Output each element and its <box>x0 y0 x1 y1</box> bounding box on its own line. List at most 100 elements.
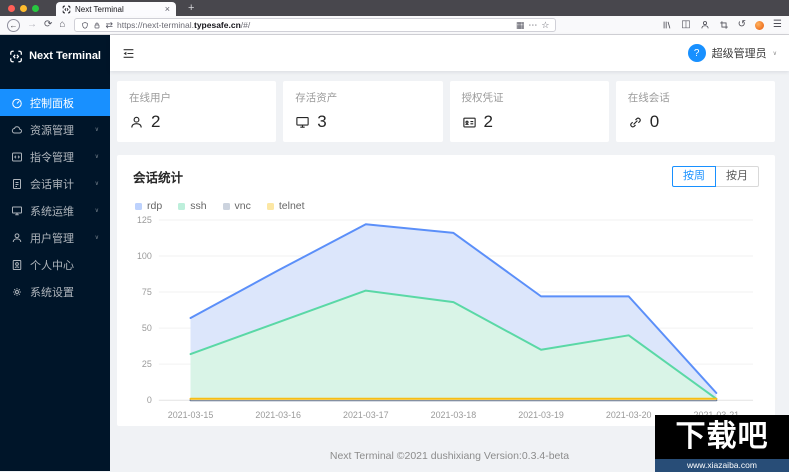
link-icon <box>630 117 641 127</box>
sidebar-item-label: 会话审计 <box>30 178 74 191</box>
stat-value: 3 <box>317 112 327 131</box>
app-logo-icon <box>10 50 22 62</box>
sidebar-item-label: 用户管理 <box>30 232 74 245</box>
audit-icon <box>13 178 21 189</box>
translate-icon[interactable]: ⇄ <box>105 19 113 30</box>
menu-fold-icon[interactable] <box>122 47 135 60</box>
svg-text:2021-03-19: 2021-03-19 <box>518 410 564 420</box>
chart-title: 会话统计 <box>133 171 184 185</box>
sidebar-item-system-ops[interactable]: 系统运维 ∨ <box>0 197 110 224</box>
watermark-text: 下载吧 <box>675 420 769 453</box>
watermark-url: www.xiazaiba.com <box>655 459 789 472</box>
svg-text:2021-03-17: 2021-03-17 <box>343 410 389 420</box>
sidebar-item-user-management[interactable]: 用户管理 ∨ <box>0 224 110 251</box>
sidebar-item-dashboard[interactable]: 控制面板 <box>0 89 110 116</box>
browser-toolbar: ← → ⟳ ⌂ ⇄ https://next-terminal.typesafe… <box>0 16 789 35</box>
sidebar-item-label: 控制面板 <box>30 97 74 110</box>
zoom-window-button[interactable] <box>32 4 39 12</box>
home-button[interactable]: ⌂ <box>59 19 66 30</box>
page-actions-icon[interactable]: ⋯ <box>528 19 538 30</box>
svg-text:2021-03-16: 2021-03-16 <box>255 410 301 420</box>
svg-text:0: 0 <box>147 395 152 405</box>
sidebar-item-label: 系统设置 <box>30 286 74 299</box>
svg-text:2021-03-18: 2021-03-18 <box>431 410 477 420</box>
sidebar-item-resources[interactable]: 资源管理 ∨ <box>0 116 110 143</box>
legend-swatch <box>178 202 186 210</box>
shield-icon[interactable] <box>81 21 89 30</box>
stat-value: 2 <box>151 112 161 131</box>
toggle-by-month-button[interactable]: 按月 <box>716 166 759 187</box>
undo-icon[interactable]: ↺ <box>737 19 747 30</box>
reload-button[interactable]: ⟳ <box>44 19 53 30</box>
gear-icon <box>13 287 21 296</box>
legend-swatch <box>222 202 230 210</box>
watermark: 下载吧 www.xiazaiba.com <box>655 415 789 472</box>
monitor-icon <box>12 206 22 215</box>
idcard-icon <box>462 117 476 127</box>
stat-cards-row: 在线用户 2 存活资产 3 授权凭证 <box>117 81 775 142</box>
app-logo[interactable]: Next Terminal <box>0 35 110 77</box>
dashboard-content: 在线用户 2 存活资产 3 授权凭证 <box>110 71 789 440</box>
sidebar-item-label: 资源管理 <box>30 124 74 137</box>
sidebar-item-label: 指令管理 <box>30 151 74 164</box>
session-stats-card: 会话统计 按周 按月 rdp ssh vnc telnet 0 25 50 75 100… <box>117 155 775 426</box>
sidebar-item-label: 系统运维 <box>30 205 74 218</box>
legend-item-vnc[interactable]: vnc <box>222 200 251 212</box>
sidebar-item-label: 个人中心 <box>30 259 74 272</box>
avatar[interactable]: ? <box>687 44 706 62</box>
stat-card-credentials: 授权凭证 2 <box>449 81 609 142</box>
back-button[interactable]: ← <box>7 18 20 32</box>
code-icon <box>12 152 22 161</box>
user-name: 超级管理员 <box>711 48 767 60</box>
legend-item-ssh[interactable]: ssh <box>178 200 207 212</box>
tab-favicon <box>62 5 71 13</box>
browser-tab[interactable]: Next Terminal × <box>56 2 176 16</box>
sidebar-panel-icon[interactable]: ◫ <box>681 19 691 30</box>
sidebar-item-commands[interactable]: 指令管理 ∨ <box>0 143 110 170</box>
screenshot-icon[interactable] <box>719 20 729 30</box>
stat-card-online-sessions: 在线会话 0 <box>615 81 775 142</box>
tab-close-icon[interactable]: × <box>164 4 170 14</box>
qr-scan-icon[interactable]: ▦ <box>515 19 525 30</box>
user-dropdown[interactable]: ? 超级管理员 ∨ <box>687 44 777 62</box>
library-icon[interactable] <box>662 20 672 30</box>
svg-text:100: 100 <box>137 251 152 261</box>
svg-text:75: 75 <box>142 287 152 297</box>
sidebar-item-profile[interactable]: 个人中心 <box>0 251 110 278</box>
new-tab-button[interactable]: + <box>188 2 195 14</box>
minimize-window-button[interactable] <box>20 4 27 12</box>
lock-icon <box>95 22 100 28</box>
extension-icon[interactable] <box>755 20 765 30</box>
stat-label: 在线用户 <box>129 92 171 104</box>
forward-button[interactable]: → <box>27 19 37 30</box>
toggle-by-week-button[interactable]: 按周 <box>672 166 716 187</box>
sidebar: Next Terminal 控制面板 资源管理 ∨ 指令管理 ∨ <box>0 35 110 471</box>
profile-card-icon <box>12 259 22 270</box>
chart-legend: rdp ssh vnc telnet <box>135 200 759 212</box>
address-bar[interactable]: ⇄ https://next-terminal.typesafe.cn/#/ ▦… <box>74 18 557 32</box>
legend-item-rdp[interactable]: rdp <box>135 200 162 212</box>
chevron-down-icon: ∨ <box>94 235 99 241</box>
legend-swatch <box>135 202 142 210</box>
chevron-down-icon: ∨ <box>94 208 99 214</box>
user-icon <box>12 232 22 242</box>
svg-text:2021-03-15: 2021-03-15 <box>168 410 214 420</box>
stat-card-online-users: 在线用户 2 <box>117 81 277 142</box>
account-icon[interactable] <box>700 20 710 30</box>
dashboard-icon <box>12 98 22 108</box>
sidebar-item-session-audit[interactable]: 会话审计 ∨ <box>0 170 110 197</box>
legend-item-telnet[interactable]: telnet <box>266 200 305 212</box>
app-menu-icon[interactable]: ☰ <box>773 19 782 30</box>
period-toggle: 按周 按月 <box>672 166 759 187</box>
sidebar-item-settings[interactable]: 系统设置 <box>0 278 110 305</box>
session-area-chart[interactable]: 0 25 50 75 100 125 2021-03-15 2021-03-16 2021-03… <box>133 214 759 422</box>
chevron-down-icon: ∨ <box>94 154 99 160</box>
bookmark-star-icon[interactable]: ☆ <box>541 19 550 30</box>
chevron-down-icon: ∨ <box>94 127 99 133</box>
stat-card-alive-assets: 存活资产 3 <box>283 81 443 142</box>
close-window-button[interactable] <box>8 4 15 12</box>
svg-text:25: 25 <box>142 359 152 369</box>
footer-text: Next Terminal ©2021 dushixiang Version:0… <box>329 450 570 462</box>
stat-label: 授权凭证 <box>461 92 504 104</box>
user-icon <box>131 116 142 128</box>
